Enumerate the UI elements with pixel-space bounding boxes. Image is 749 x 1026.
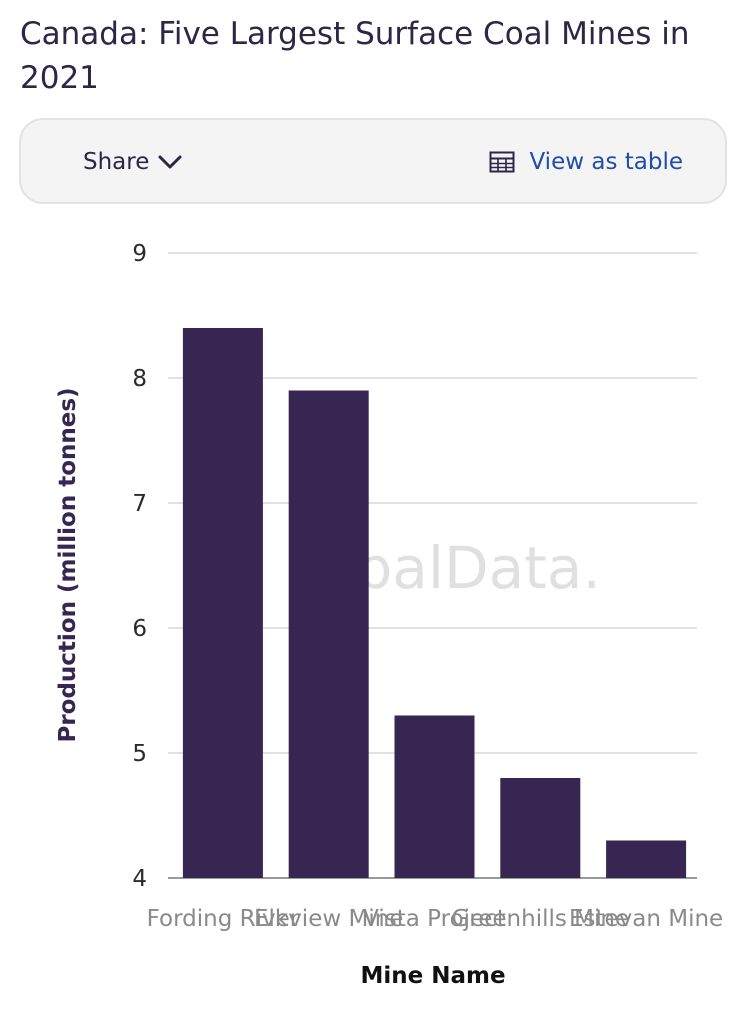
bar[interactable] — [500, 778, 581, 878]
bar[interactable] — [606, 840, 687, 879]
view-as-table-label: View as table — [529, 149, 683, 175]
chart-title: Canada: Five Largest Surface Coal Mines … — [20, 16, 690, 96]
bar[interactable] — [288, 390, 369, 879]
y-tick-label: 4 — [132, 866, 147, 892]
x-axis-title: Mine Name — [360, 963, 505, 989]
bars — [182, 328, 687, 879]
x-category-label: Elkview Mine — [254, 906, 403, 932]
y-axis-ticks: 9 8 7 6 5 4 — [132, 241, 147, 892]
x-category-label: Vista Project — [363, 906, 506, 932]
share-label: Share — [83, 149, 150, 175]
view-as-table-button[interactable]: View as table — [489, 142, 683, 182]
y-tick-label: 7 — [132, 491, 147, 517]
y-tick-label: 5 — [132, 741, 147, 767]
bar[interactable] — [182, 328, 263, 878]
y-tick-label: 8 — [132, 366, 147, 392]
table-grid-icon — [489, 151, 515, 173]
x-category-label: Estevan Mine — [569, 906, 723, 932]
chart-toolbar: Share View as table — [19, 118, 727, 204]
y-tick-label: 9 — [132, 241, 147, 267]
y-axis-title: Production (million tonnes) — [55, 387, 81, 742]
chevron-down-icon — [157, 153, 183, 171]
x-category-label: Fording River — [147, 906, 300, 932]
bar[interactable] — [394, 715, 475, 879]
y-tick-label: 6 — [132, 616, 147, 642]
x-category-label: Greenhills Mine — [451, 906, 629, 932]
share-button[interactable]: Share — [83, 142, 183, 182]
